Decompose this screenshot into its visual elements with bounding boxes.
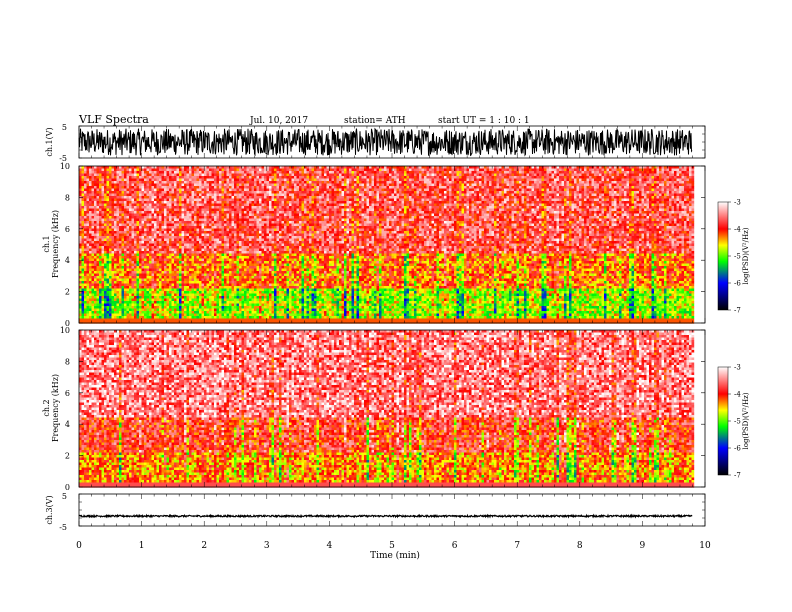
colorbar-tick-label: -4 (734, 391, 741, 399)
spec2-ytick-label: 8 (65, 357, 70, 366)
colorbar-tick-label: -3 (734, 364, 741, 372)
ch1-spectrogram-cells (79, 166, 694, 324)
time-axis-tick-label: 5 (389, 541, 395, 551)
time-axis-tick-label: 2 (201, 541, 207, 551)
spec2-ytick-label: 0 (65, 483, 70, 492)
spec1-ytick-label: 6 (65, 225, 70, 234)
ch3-waveform-ylabel: ch.3(V) (45, 495, 54, 524)
time-axis-tick-labels: 0 1 2 3 4 5 6 7 8 9 10 (76, 541, 711, 551)
spec2-ytick-label: 2 (65, 452, 70, 461)
time-axis-tick-label: 7 (514, 541, 520, 551)
colorbar-tick-label: -7 (734, 472, 741, 480)
colorbar-tick-label: -6 (734, 445, 741, 453)
ch2-spectrogram-ylabel-channel: ch.2 (42, 399, 51, 416)
spec2-ytick-label: 4 (65, 420, 70, 429)
ch1-colorbar-gradient (718, 202, 728, 310)
colorbar-tick-label: -3 (734, 199, 741, 207)
time-axis-tick-label: 8 (577, 541, 583, 551)
time-axis-tick-label: 3 (264, 541, 270, 551)
ch1-waveform-ylabel: ch.1(V) (45, 127, 54, 156)
ch2-colorbar-gradient (718, 367, 728, 475)
colorbar-tick-label: -5 (734, 253, 741, 261)
time-axis-tick-label: 1 (139, 541, 145, 551)
spec2-ytick-label: 6 (65, 389, 70, 398)
ch1-waveform-panel: 5 -5 ch.1(V) (45, 123, 705, 163)
ch1-spectrogram-ylabel: Frequency (kHz) (51, 210, 60, 278)
spec1-ytick-label: 4 (65, 256, 70, 265)
ch3-ytick-bottom: -5 (59, 523, 67, 532)
ch1-colorbar-label: log(PSD)(V²/Hz) (742, 227, 750, 284)
ch3-waveform-panel: 5 -5 ch.3(V) (45, 492, 705, 532)
time-axis-label: Time (min) (370, 550, 420, 561)
colorbar-tick-label: -5 (734, 418, 741, 426)
time-axis-tick-label: 10 (699, 541, 711, 551)
colorbar-tick-label: -4 (734, 226, 741, 234)
ch3-waveform-line (79, 515, 692, 517)
ch1-waveform-line (79, 129, 692, 156)
time-axis-tick-label: 6 (452, 541, 458, 551)
time-axis-tick-label: 9 (640, 541, 646, 551)
ch2-spectrogram-panel: 0 2 4 6 8 10 ch.2 Frequency (kHz) (42, 326, 705, 492)
time-axis-tick-label: 4 (327, 541, 333, 551)
time-axis-tick-label: 0 (76, 541, 82, 551)
ch2-spectrogram-cells (79, 330, 694, 488)
ch1-colorbar: -3 -4 -5 -6 -7 log(PSD)(V²/Hz) (718, 199, 750, 315)
ch2-colorbar-label: log(PSD)(V²/Hz) (742, 392, 750, 449)
spec1-ytick-label: 10 (60, 162, 70, 171)
ch3-ytick-top: 5 (62, 492, 67, 501)
ch2-spectrogram-ylabel: Frequency (kHz) (51, 374, 60, 442)
colorbar-tick-label: -6 (734, 280, 741, 288)
spec1-ytick-label: 2 (65, 288, 70, 297)
ch2-colorbar: -3 -4 -5 -6 -7 log(PSD)(V²/Hz) (718, 364, 750, 480)
colorbar-tick-label: -7 (734, 307, 741, 315)
ch1-spectrogram-ylabel-channel: ch.1 (42, 235, 51, 252)
spec2-ytick-label: 10 (60, 326, 70, 335)
ch1-ytick-top: 5 (62, 123, 67, 132)
spec1-ytick-label: 8 (65, 193, 70, 202)
